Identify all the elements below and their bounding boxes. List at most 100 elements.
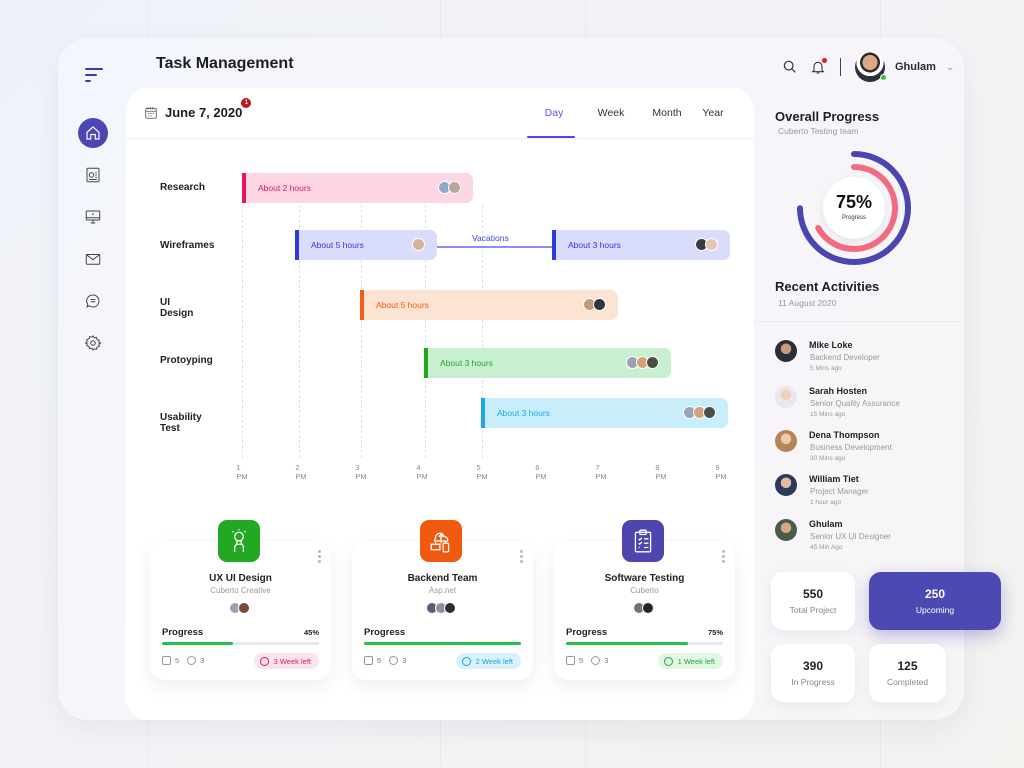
grid-line bbox=[242, 205, 243, 458]
stat-completed[interactable]: 125 Completed bbox=[869, 644, 946, 702]
stat-in-progress[interactable]: 390 In Progress bbox=[771, 644, 855, 702]
monitor-icon bbox=[85, 210, 101, 224]
more-options-button[interactable] bbox=[520, 550, 523, 565]
search-button[interactable] bbox=[782, 59, 798, 75]
progress-label: Progress bbox=[364, 627, 406, 638]
tab-week[interactable]: Week bbox=[597, 107, 625, 119]
time-tick: 9 PM bbox=[715, 463, 727, 481]
online-status-dot bbox=[880, 74, 887, 81]
sidebar-item-settings[interactable] bbox=[78, 328, 108, 358]
assignee-avatars bbox=[412, 238, 425, 251]
sidebar-item-monitor[interactable] bbox=[78, 202, 108, 232]
sidebar-item-reports[interactable] bbox=[78, 160, 108, 190]
task-bar-wireframes-2[interactable]: About 3 hours bbox=[552, 230, 730, 260]
tab-day[interactable]: Day bbox=[544, 107, 564, 119]
project-card-software-testing[interactable]: Software Testing Cuberto Progress 75% 5 … bbox=[554, 542, 735, 680]
time-tick: 5 PM bbox=[476, 463, 488, 481]
vacation-connector bbox=[437, 246, 553, 248]
project-meta: 5 3 bbox=[566, 656, 608, 665]
clipboard-checklist-icon bbox=[622, 520, 664, 562]
time-tick: 7 PM bbox=[595, 463, 607, 481]
project-card-ux-ui-design[interactable]: UX UI Design Cuberto Creative Progress 4… bbox=[150, 542, 331, 680]
due-badge: 3 Week left bbox=[253, 653, 319, 669]
home-icon bbox=[86, 126, 100, 140]
file-icon bbox=[162, 656, 171, 665]
activity-item[interactable]: Sarah Hosten Senior Quality Assurance 15… bbox=[775, 386, 955, 426]
grid-line bbox=[482, 205, 483, 458]
file-icon bbox=[566, 656, 575, 665]
bell-icon bbox=[811, 61, 825, 74]
notification-dot bbox=[822, 58, 827, 63]
progress-value: 75% bbox=[835, 192, 873, 212]
clock-icon bbox=[461, 656, 471, 666]
more-options-button[interactable] bbox=[318, 550, 321, 565]
project-card-backend-team[interactable]: Backend Team Asp.net Progress 5 3 2 Week… bbox=[352, 542, 533, 680]
project-title: Backend Team bbox=[407, 573, 478, 584]
overall-progress-title: Overall Progress bbox=[775, 109, 880, 124]
project-subtitle: Cuberto Creative bbox=[210, 586, 271, 595]
time-tick: 1 PM bbox=[236, 463, 248, 481]
divider bbox=[840, 58, 841, 76]
cloud-devices-icon bbox=[420, 520, 462, 562]
time-tick: 4 PM bbox=[416, 463, 428, 481]
task-bar-prototyping[interactable]: About 3 hours bbox=[424, 348, 671, 378]
due-badge: 2 Week left bbox=[455, 653, 521, 669]
grid-line bbox=[361, 205, 362, 458]
progress-percent: 45% bbox=[303, 628, 319, 637]
task-bar-ui-design[interactable]: About 5 hours bbox=[360, 290, 618, 320]
activity-item[interactable]: William Tiet Project Manager 1 hour ago bbox=[775, 474, 955, 514]
progress-label: Progress bbox=[566, 627, 608, 638]
progress-bar bbox=[566, 642, 723, 645]
progress-caption: Progress bbox=[841, 215, 866, 221]
chevron-down-icon[interactable]: ⌄ bbox=[945, 61, 955, 73]
assignee-avatars bbox=[626, 356, 659, 369]
sidebar-item-chat[interactable] bbox=[78, 286, 108, 316]
stat-upcoming[interactable]: 250 Upcoming bbox=[869, 572, 1001, 630]
calendar-icon bbox=[145, 106, 157, 119]
team-avatars bbox=[352, 602, 533, 614]
notifications-button[interactable] bbox=[810, 58, 827, 75]
avatar bbox=[775, 386, 797, 408]
active-tab-indicator bbox=[527, 136, 575, 138]
avatar bbox=[775, 474, 797, 496]
more-options-button[interactable] bbox=[722, 550, 725, 565]
progress-percent: 75% bbox=[707, 628, 723, 637]
activity-item[interactable]: Mike Loke Backend Developer 5 Mins ago bbox=[775, 340, 955, 380]
time-tick: 3 PM bbox=[355, 463, 367, 481]
project-title: Software Testing bbox=[604, 573, 685, 584]
top-bar-actions: Ghulam ⌄ bbox=[782, 52, 954, 82]
stat-total-project[interactable]: 550 Total Project bbox=[771, 572, 855, 630]
progress-label: Progress bbox=[162, 627, 204, 638]
divider bbox=[126, 138, 754, 139]
view-tabs: Day Week Month Year bbox=[527, 107, 733, 119]
project-subtitle: Cuberto bbox=[630, 586, 659, 595]
menu-toggle-button[interactable] bbox=[85, 68, 103, 86]
row-label-ui-design: UI Design bbox=[160, 297, 194, 319]
activity-item[interactable]: Dena Thompson Business Development 30 Mi… bbox=[775, 430, 955, 470]
due-badge: 1 Week left bbox=[657, 653, 723, 669]
user-name[interactable]: Ghulam bbox=[895, 61, 936, 73]
activity-item[interactable]: Ghulam Senior UX UI Designer 45 Min Ago bbox=[775, 519, 955, 559]
date-picker[interactable]: June 7, 2020 1 bbox=[144, 98, 252, 120]
comment-icon bbox=[591, 656, 601, 665]
task-bar-research[interactable]: About 2 hours bbox=[242, 173, 473, 203]
user-avatar[interactable] bbox=[855, 52, 887, 82]
grid-line bbox=[425, 205, 426, 458]
avatar bbox=[775, 519, 797, 541]
task-bar-usability-test[interactable]: About 3 hours bbox=[481, 398, 728, 428]
sidebar-item-mail[interactable] bbox=[78, 244, 108, 274]
clock-icon bbox=[259, 656, 269, 666]
sidebar bbox=[78, 118, 108, 370]
task-bar-wireframes-1[interactable]: About 5 hours bbox=[295, 230, 437, 260]
settings-icon bbox=[84, 335, 102, 351]
recent-activities-title: Recent Activities bbox=[775, 279, 880, 294]
search-icon bbox=[783, 60, 796, 73]
recent-activities-date: 11 August 2020 bbox=[778, 298, 837, 308]
current-date: June 7, 2020 bbox=[165, 105, 243, 120]
team-avatars bbox=[150, 602, 331, 614]
row-label-research: Research bbox=[160, 182, 206, 193]
tab-month[interactable]: Month bbox=[652, 107, 682, 119]
tab-year[interactable]: Year bbox=[702, 107, 724, 119]
comment-icon bbox=[389, 656, 399, 665]
sidebar-item-home[interactable] bbox=[78, 118, 108, 148]
